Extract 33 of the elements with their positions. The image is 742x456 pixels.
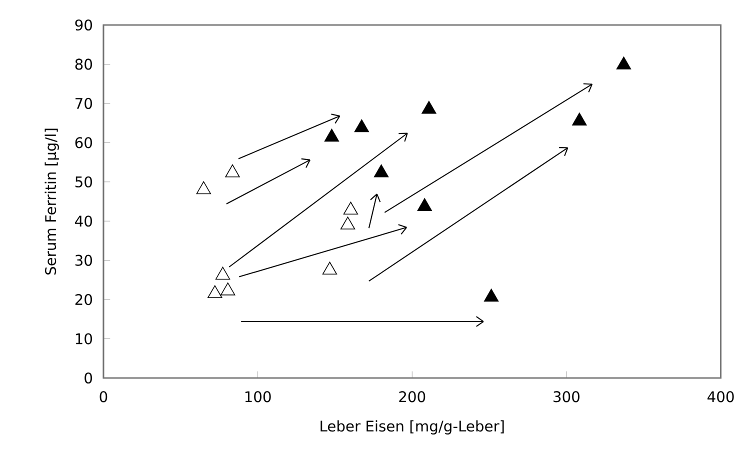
x-tick-label: 100 (245, 391, 271, 402)
point (322, 262, 338, 275)
point (324, 128, 340, 142)
point (417, 198, 432, 211)
y-tick-label: 10 (76, 333, 92, 344)
point (354, 119, 369, 132)
point (343, 202, 358, 215)
y-tick-label: 0 (84, 372, 92, 384)
point (215, 266, 230, 280)
y-axis-title: Serum Ferritin [µg/l] (44, 128, 59, 275)
point (572, 112, 587, 126)
point (340, 216, 356, 230)
point (374, 164, 389, 178)
x-tick-label: 400 (708, 391, 734, 402)
point (616, 56, 632, 70)
y-tick-label: 90 (75, 19, 92, 31)
y-tick-label: 80 (75, 58, 92, 70)
y-tick-label: 60 (75, 137, 92, 148)
x-tick-label: 300 (554, 391, 580, 402)
y-tick-label: 20 (75, 294, 92, 306)
point (196, 181, 211, 194)
x-axis-title: Leber Eisen [mg/g-Leber] (320, 420, 504, 434)
y-tick-label: 70 (76, 98, 92, 109)
point (208, 285, 222, 298)
point (225, 164, 240, 178)
y-tick-label: 50 (75, 176, 92, 188)
point (220, 282, 236, 296)
y-tick-label: 40 (75, 216, 92, 227)
y-tick-label: 30 (75, 254, 92, 266)
point (422, 100, 436, 114)
point (484, 288, 499, 302)
x-tick-label: 200 (399, 391, 426, 402)
x-tick-label: 0 (100, 391, 108, 402)
